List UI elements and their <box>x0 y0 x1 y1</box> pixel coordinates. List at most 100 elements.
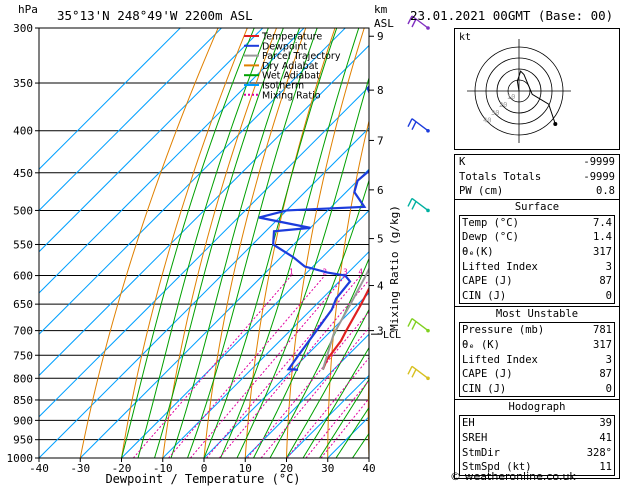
surface-title: Surface <box>514 200 560 213</box>
wet-adiabat-line <box>253 178 369 458</box>
km-tick-label: 6 <box>377 184 384 197</box>
pressure-tick-label: 750 <box>13 349 33 362</box>
temperature-tick-label: -40 <box>29 462 49 475</box>
legend-label: Wet Adiabat <box>262 71 320 82</box>
most-unstable-box: Most Unstable Pressure (mb) 781 θₑ (K) 317… <box>454 307 620 401</box>
surface-row: Temp (°C) 7.4 <box>462 216 612 229</box>
isotherm-line <box>203 292 369 458</box>
wind-barb-dot <box>426 128 430 133</box>
pressure-tick-label: 300 <box>13 22 33 35</box>
index-row-totals: Totals Totals -9999 <box>459 170 615 183</box>
wind-barb-feather <box>407 15 413 25</box>
wind-barb-feather <box>411 201 417 210</box>
wind-barb <box>407 15 430 30</box>
km-tick-label: 8 <box>377 84 384 97</box>
mixing-ratio-axis-label: Mixing Ratio (g/kg) <box>388 205 401 331</box>
pressure-tick-label: 450 <box>13 167 33 180</box>
wind-barbs <box>407 15 430 381</box>
wet-adiabat-line <box>319 378 369 458</box>
wind-barb-dot <box>426 26 430 30</box>
hodograph-ring-label: 30 <box>491 109 499 117</box>
wind-barb <box>407 365 430 381</box>
km-tick-label: 4 <box>377 280 384 293</box>
temperature-tick-label: 20 <box>280 462 293 475</box>
pressure-tick-label: 650 <box>13 298 33 311</box>
km-tick-label: 9 <box>377 30 384 43</box>
surface-row: CAPE (J) 87 <box>462 275 612 288</box>
wet-adiabat-line <box>203 28 338 458</box>
pressure-tick-label: 700 <box>13 325 33 338</box>
mixing-ratio-label: 4 <box>358 268 363 277</box>
isotherm-line <box>39 28 181 170</box>
mixing-ratio-label: 15 <box>432 268 441 277</box>
wet-adiabat-line <box>154 28 284 458</box>
dry-adiabat-line <box>244 28 336 458</box>
wind-barb-feather <box>411 321 417 330</box>
surface-row: θₑ(K) 317 <box>462 245 612 258</box>
mixing-ratio-line <box>305 379 369 458</box>
mixing-ratio-label: 3 <box>343 268 348 277</box>
wind-barb-staff <box>411 197 429 212</box>
wet-adiabat-line <box>286 308 369 458</box>
wind-barb-dot <box>426 208 430 213</box>
isotherm-line <box>79 168 369 458</box>
wind-barb <box>407 318 430 333</box>
hodograph-stats-row: StmDir 328° <box>462 446 612 459</box>
mixing-ratio-line <box>132 275 292 458</box>
hodograph-ring-label: 20 <box>499 101 507 109</box>
hodograph-ring-label: 40 <box>483 117 491 125</box>
index-row-pw: PW (cm) 0.8 <box>459 185 615 198</box>
pressure-tick-label: 600 <box>13 270 33 283</box>
wet-adiabat-line <box>121 28 255 458</box>
isotherm-line <box>39 127 369 458</box>
most-unstable-row: CIN (J) 0 <box>462 382 612 395</box>
legend-label: Temperature <box>261 32 322 43</box>
wind-barb-feather <box>407 365 413 375</box>
sounding-series <box>258 85 369 371</box>
km-tick-label: 7 <box>377 134 384 147</box>
temperature-tick-label: 10 <box>239 462 252 475</box>
wind-barb-staff <box>411 318 429 332</box>
mixing-ratio-line <box>168 275 326 458</box>
temperature-tick-label: 0 <box>201 462 208 475</box>
series-dewpoint <box>258 85 369 371</box>
wet-adiabat-line <box>170 28 300 458</box>
legend-label: Mixing Ratio <box>262 90 321 101</box>
isotherm-line <box>39 86 369 418</box>
wet-adiabat-line <box>220 28 360 458</box>
pressure-tick-label: 900 <box>13 414 33 427</box>
x-axis-label: Dewpoint / Temperature (°C) <box>105 472 300 486</box>
dry-adiabat-line <box>121 28 248 458</box>
wet-adiabat-line <box>335 406 369 458</box>
hodograph-stats-row: StmSpd (kt) 11 <box>462 461 612 474</box>
wind-barb-feather <box>411 368 417 378</box>
hodograph-panel: kt 10 20 30 40 <box>454 28 620 150</box>
most-unstable-title: Most Unstable <box>495 308 579 321</box>
km-tick-label: 3 <box>377 325 384 338</box>
dry-adiabat-line <box>367 360 369 458</box>
wind-barb-feather <box>407 198 413 207</box>
hodograph-stats-box: Hodograph EH 39 SREH 41 StmDir 328° StmSpd … <box>454 400 620 479</box>
hodograph-stats-title: Hodograph <box>508 401 566 414</box>
dry-adiabat-line <box>162 28 278 458</box>
hodograph-stats-row: SREH 41 <box>462 431 612 444</box>
wind-barb <box>407 118 430 133</box>
isotherm-line <box>39 28 305 294</box>
pressure-tick-label: 950 <box>13 434 33 447</box>
mixing-ratio-line <box>206 275 361 458</box>
legend-label: Isotherm <box>262 81 304 92</box>
hodograph-stats-values: EH 39 SREH 41 StmDir 328° StmSpd (kt) 11 <box>459 415 615 476</box>
background-lines: 1 2 3 4 5 8 10 15 20 25 <box>39 28 441 458</box>
dry-adiabat-line <box>79 28 219 458</box>
hodograph-ring-label: 10 <box>507 93 515 101</box>
location-title: 35°13'N 248°49'W 2200m ASL <box>57 8 253 23</box>
isotherm-line <box>286 374 369 458</box>
indices-box: K -9999 Totals Totals -9999 PW (cm) 0.8 <box>454 154 620 200</box>
isotherm-line <box>39 28 222 212</box>
wind-barb-feather <box>407 318 413 327</box>
surface-values: Temp (°C) 7.4 Dewp (°C) 1.4 θₑ(K) 317 Lifte… <box>459 214 615 305</box>
legend-label: Dewpoint <box>262 41 307 52</box>
most-unstable-row: CAPE (J) 87 <box>462 368 612 381</box>
wind-barb-dot <box>426 376 430 381</box>
